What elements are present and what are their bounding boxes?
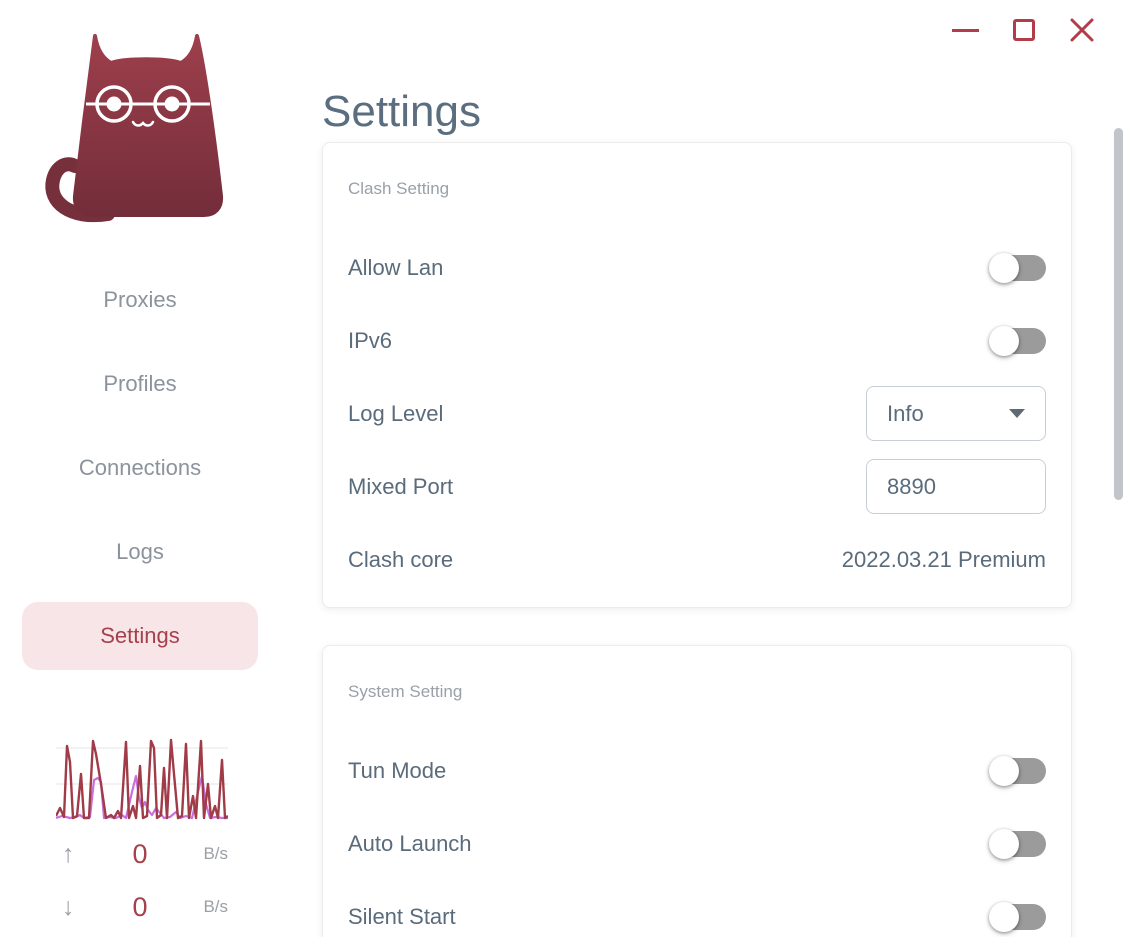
ipv6-label: IPv6 — [348, 327, 393, 353]
close-button[interactable] — [1069, 17, 1095, 43]
cat-glasses-right-lens — [153, 85, 191, 123]
maximize-button[interactable] — [1013, 19, 1035, 41]
silent-start-toggle[interactable] — [989, 901, 1046, 932]
log-level-select[interactable]: Info — [866, 386, 1046, 441]
download-speed-value: 0 — [132, 891, 148, 922]
mixed-port-row: Mixed Port — [348, 450, 1046, 523]
sidebar-item-label: Profiles — [103, 371, 177, 396]
sidebar-item-logs[interactable]: Logs — [0, 510, 280, 594]
upload-speed-unit: B/s — [203, 844, 228, 863]
sidebar-item-label: Connections — [78, 455, 202, 480]
silent-start-row: Silent Start — [348, 880, 1046, 937]
sidebar-item-profiles[interactable]: Profiles — [0, 342, 280, 426]
allow-lan-toggle[interactable] — [989, 252, 1046, 283]
sidebar-item-label: Settings — [22, 602, 258, 670]
allow-lan-label: Allow Lan — [348, 254, 444, 280]
section-title: System Setting — [348, 682, 463, 701]
allow-lan-row: Allow Lan — [348, 231, 1046, 304]
sidebar-item-settings[interactable]: Settings — [0, 594, 280, 678]
auto-launch-label: Auto Launch — [348, 830, 472, 856]
tun-mode-row: Tun Mode — [348, 734, 1046, 807]
toggle-knob — [989, 252, 1019, 283]
scrollbar-thumb[interactable] — [1114, 128, 1123, 500]
cat-glasses-left-lens — [95, 85, 133, 123]
cat-right-eye — [164, 96, 180, 112]
toggle-knob — [989, 901, 1019, 932]
log-level-row: Log Level Info — [348, 377, 1046, 450]
tun-mode-toggle[interactable] — [989, 755, 1046, 786]
minimize-icon — [952, 28, 979, 32]
close-icon — [1070, 18, 1094, 42]
clash-core-row: Clash core 2022.03.21 Premium — [348, 523, 1046, 596]
mixed-port-label: Mixed Port — [348, 473, 454, 499]
page-title: Settings — [322, 87, 481, 137]
auto-launch-toggle[interactable] — [989, 828, 1046, 859]
tun-mode-label: Tun Mode — [348, 757, 447, 783]
download-speed-unit: B/s — [203, 897, 228, 916]
clash-setting-card: Clash Setting Allow Lan IPv6 Log Level I… — [322, 142, 1072, 608]
log-level-selected-value: Info — [887, 400, 924, 426]
log-level-label: Log Level — [348, 400, 444, 426]
toggle-knob — [989, 828, 1019, 859]
toggle-knob — [989, 325, 1019, 356]
section-title: Clash Setting — [348, 179, 450, 198]
ipv6-toggle[interactable] — [989, 325, 1046, 356]
cat-mouth — [131, 120, 155, 127]
up-arrow-icon: ↑ — [62, 839, 75, 868]
sidebar-item-label: Proxies — [103, 287, 177, 312]
sidebar-item-connections[interactable]: Connections — [0, 426, 280, 510]
chevron-down-icon — [1009, 409, 1025, 418]
ipv6-row: IPv6 — [348, 304, 1046, 377]
system-setting-card: System Setting Tun Mode Auto Launch Sile… — [322, 645, 1072, 937]
down-arrow-icon: ↓ — [62, 892, 75, 921]
clash-core-label: Clash core — [348, 546, 454, 572]
window-controls — [952, 16, 1095, 44]
minimize-button[interactable] — [952, 16, 979, 44]
sidebar-item-label: Logs — [116, 539, 164, 564]
clash-core-version: 2022.03.21 Premium — [841, 546, 1046, 572]
traffic-chart — [56, 738, 228, 820]
sidebar-nav: Proxies Profiles Connections Logs Settin… — [0, 258, 280, 678]
maximize-icon — [1013, 19, 1035, 41]
download-speed-row: ↓ 0 B/s — [56, 889, 228, 925]
upload-speed-value: 0 — [132, 838, 148, 869]
silent-start-label: Silent Start — [348, 903, 456, 929]
auto-launch-row: Auto Launch — [348, 807, 1046, 880]
traffic-download-line — [56, 738, 228, 820]
sidebar-item-proxies[interactable]: Proxies — [0, 258, 280, 342]
clash-cat-logo — [45, 34, 224, 223]
mixed-port-input[interactable] — [866, 459, 1046, 514]
toggle-knob — [989, 755, 1019, 786]
upload-speed-row: ↑ 0 B/s — [56, 836, 228, 872]
cat-left-eye — [106, 96, 122, 112]
